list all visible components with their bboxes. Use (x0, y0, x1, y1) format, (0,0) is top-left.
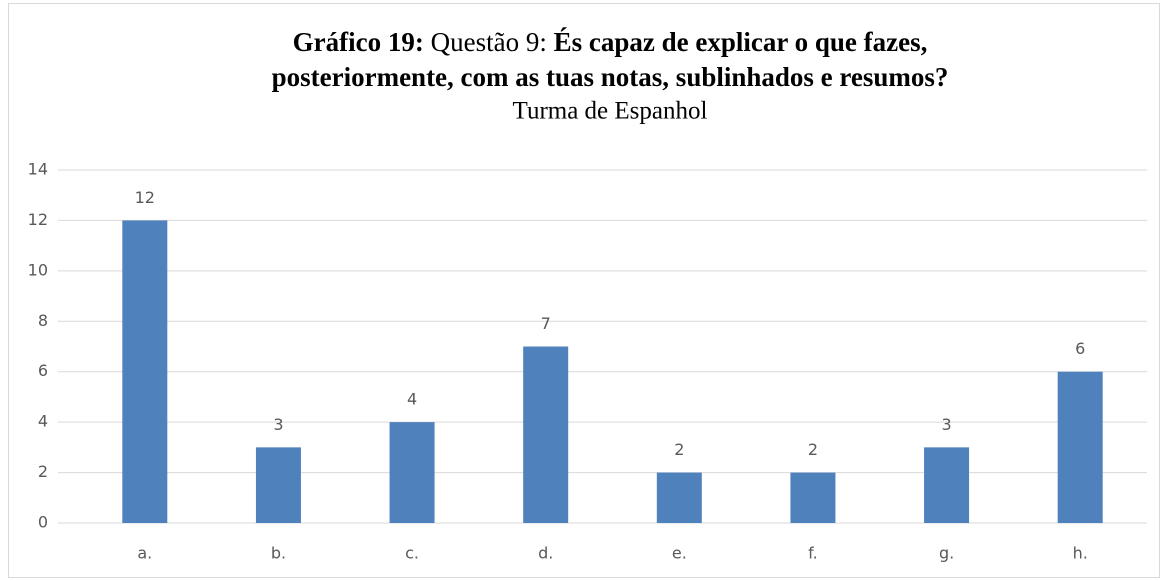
y-tick-label: 8 (38, 311, 48, 330)
title-part: Questão 9: (431, 27, 547, 57)
data-label: 2 (674, 440, 684, 459)
x-tick-label: f. (808, 544, 818, 563)
y-tick-label: 0 (38, 513, 48, 532)
chart-subtitle: Turma de Espanhol (513, 98, 708, 125)
data-label: 3 (273, 415, 283, 434)
x-tick-label: b. (271, 544, 286, 563)
y-tick-label: 2 (38, 462, 48, 481)
chart-title: posteriormente, com as tuas notas, subli… (272, 62, 949, 92)
y-tick-label: 12 (28, 210, 48, 229)
bar (122, 220, 168, 523)
data-label: 2 (808, 440, 818, 459)
bar (1057, 371, 1103, 523)
data-label: 6 (1075, 339, 1085, 358)
data-label: 7 (541, 314, 551, 333)
data-label: 3 (941, 415, 951, 434)
title-part: És capaz de explicar o que fazes, (554, 27, 928, 57)
x-tick-label: e. (672, 544, 687, 563)
y-tick-label: 10 (28, 260, 48, 279)
y-tick-label: 6 (38, 361, 48, 380)
chart-title: Gráfico 19: Questão 9: És capaz de expli… (293, 27, 928, 57)
x-tick-label: c. (405, 544, 419, 563)
x-tick-label: a. (137, 544, 152, 563)
title-part: Gráfico 19: (293, 27, 424, 57)
x-tick-label: h. (1073, 544, 1088, 563)
bar (523, 346, 569, 523)
data-label: 12 (135, 188, 155, 207)
y-tick-label: 14 (28, 160, 48, 179)
bar (790, 472, 836, 523)
bar (389, 422, 435, 523)
x-tick-label: d. (538, 544, 553, 563)
y-tick-label: 4 (38, 412, 48, 431)
bar (656, 472, 702, 523)
bar (924, 447, 970, 523)
x-tick-label: g. (939, 544, 954, 563)
data-label: 4 (407, 390, 417, 409)
bar (255, 447, 301, 523)
